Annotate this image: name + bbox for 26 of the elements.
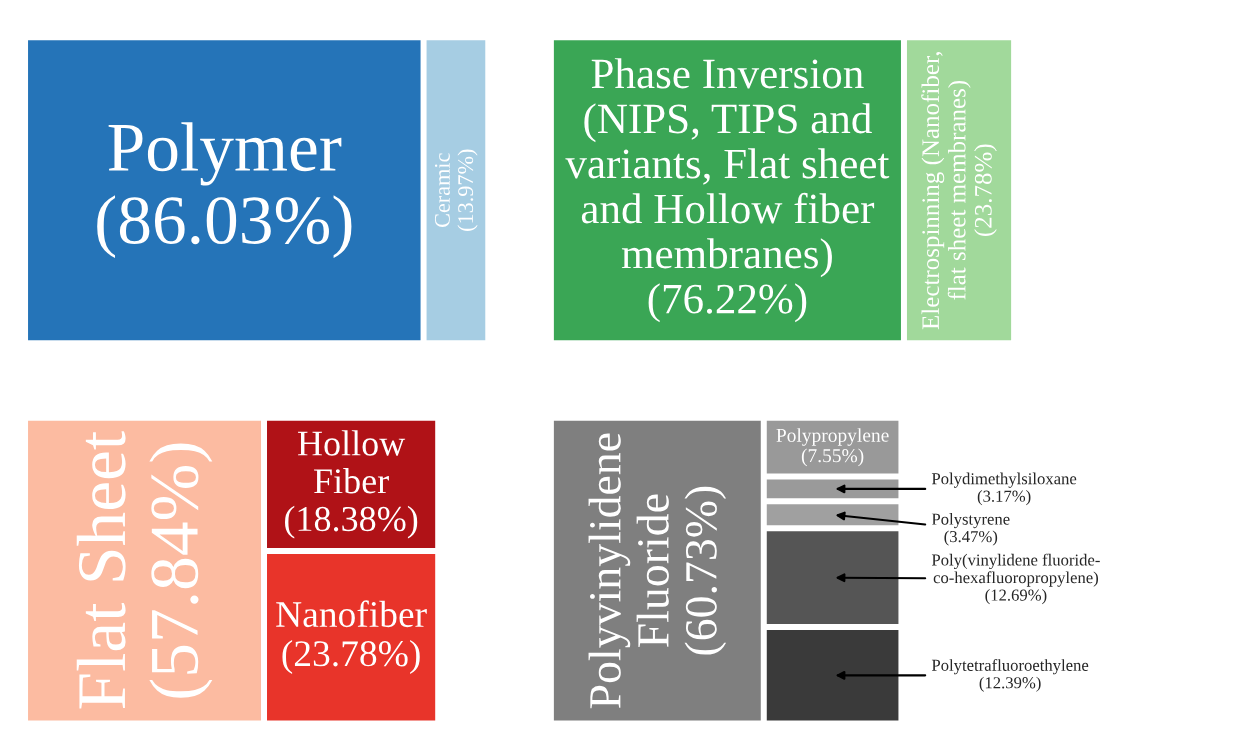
- category-label: Polyvinylidene Fluoride: [588, 433, 669, 709]
- data-label: (12.39%): [979, 676, 1041, 692]
- category-label: Polymer: [108, 122, 342, 186]
- data-label: (3.47%): [944, 530, 998, 546]
- category-label: Ceramic: [434, 153, 450, 227]
- category-label: Phase Inversion (NIPS, TIPS and variants, Flat sheet and Hollow fiber membranes): [565, 58, 890, 278]
- category-label: Polypropylene: [776, 428, 889, 446]
- category-label: Polystyrene: [931, 513, 1010, 529]
- data-label: (23.78%): [974, 144, 997, 236]
- data-label: (18.38%): [285, 505, 418, 539]
- data-label: (12.69%): [985, 589, 1047, 605]
- data-label: (3.17%): [977, 490, 1031, 506]
- data-label: (86.03%): [97, 195, 352, 259]
- category-label: Nanofiber: [276, 600, 427, 628]
- category-label: Polytetrafluoroethylene: [931, 658, 1089, 675]
- category-label: Polydimethylsiloxane: [931, 472, 1077, 488]
- data-label: (76.22%): [648, 283, 807, 323]
- category-label: Electrospinning (Nanofiber, flat sheet membranes): [921, 52, 971, 330]
- data-label: (13.97%): [457, 149, 478, 231]
- data-label: (60.73%): [684, 486, 727, 655]
- data-label: (7.55%): [801, 448, 864, 467]
- data-label: (57.84%): [149, 443, 213, 698]
- data-label: (23.78%): [282, 639, 420, 674]
- category-label: Hollow Fiber: [297, 430, 406, 494]
- category-label: Poly(vinylidene fluoride- co-hexafluoropropylene): [931, 553, 1100, 587]
- category-label: Flat Sheet: [76, 431, 126, 709]
